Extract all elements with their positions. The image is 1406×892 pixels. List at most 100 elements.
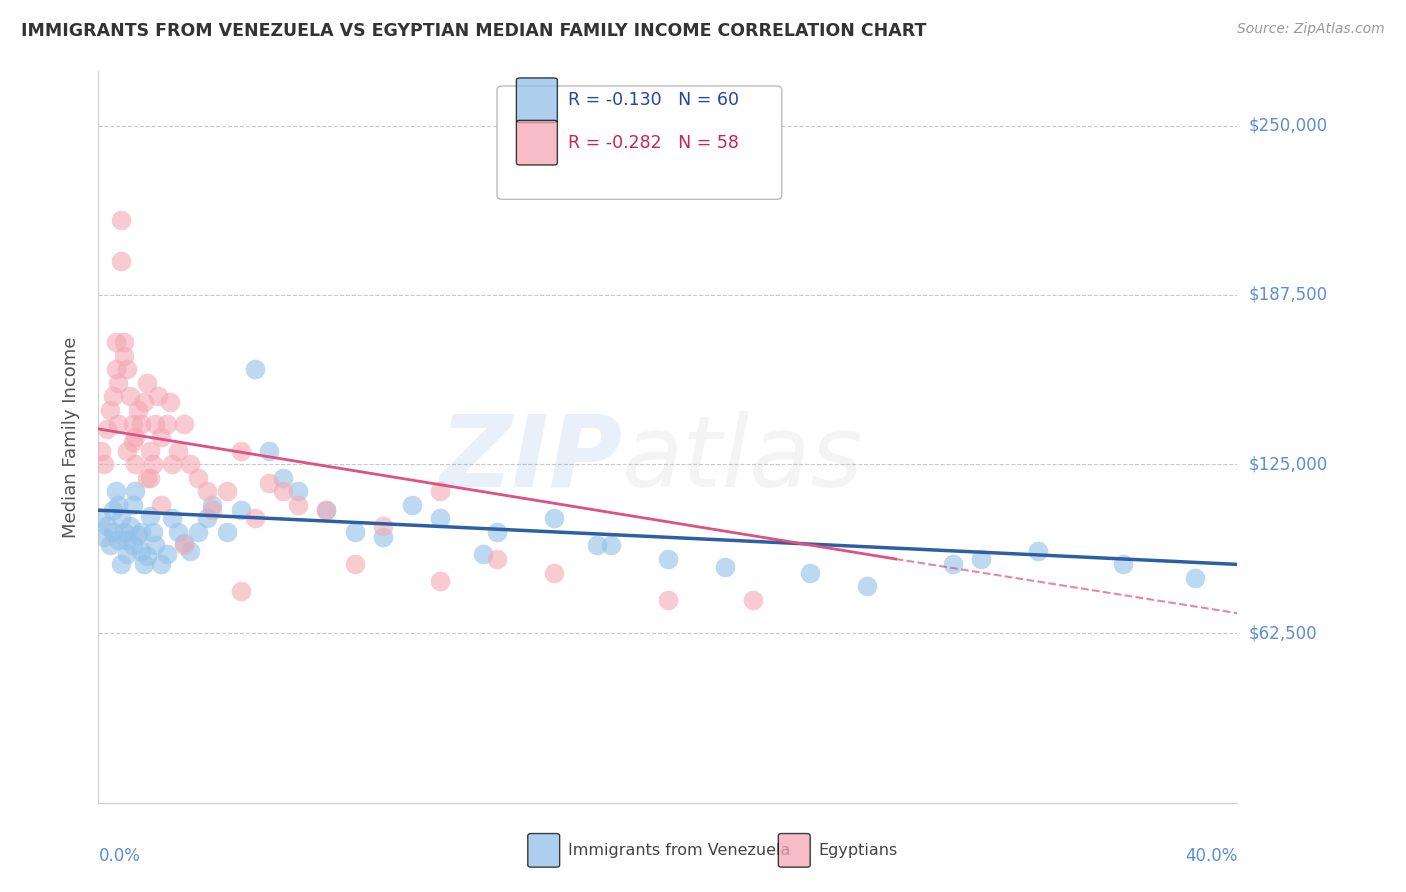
Point bbox=[138, 471, 160, 485]
Point bbox=[187, 471, 209, 485]
Point bbox=[429, 574, 451, 588]
Point bbox=[585, 538, 607, 552]
Point bbox=[343, 524, 366, 539]
Point bbox=[167, 443, 190, 458]
Point bbox=[942, 558, 965, 572]
Point bbox=[104, 362, 127, 376]
Point bbox=[373, 530, 395, 544]
Point bbox=[162, 457, 184, 471]
Point bbox=[343, 558, 366, 572]
Text: $250,000: $250,000 bbox=[1249, 117, 1327, 135]
Point bbox=[115, 533, 138, 547]
Point bbox=[657, 552, 679, 566]
Point bbox=[401, 498, 423, 512]
Text: Source: ZipAtlas.com: Source: ZipAtlas.com bbox=[1237, 22, 1385, 37]
Point bbox=[243, 511, 266, 525]
Point bbox=[124, 457, 146, 471]
Point bbox=[112, 335, 135, 350]
Point bbox=[215, 524, 238, 539]
Point bbox=[167, 524, 190, 539]
Point bbox=[742, 592, 765, 607]
Point bbox=[132, 395, 155, 409]
Point bbox=[121, 538, 143, 552]
Point bbox=[159, 395, 181, 409]
Point bbox=[150, 498, 173, 512]
FancyBboxPatch shape bbox=[527, 833, 560, 867]
Point bbox=[110, 254, 132, 268]
Point bbox=[195, 484, 218, 499]
Text: $187,500: $187,500 bbox=[1249, 285, 1327, 304]
Point bbox=[657, 592, 679, 607]
Point bbox=[135, 471, 157, 485]
Point bbox=[543, 511, 565, 525]
Point bbox=[145, 417, 167, 431]
Text: 40.0%: 40.0% bbox=[1185, 847, 1237, 864]
Text: atlas: atlas bbox=[623, 410, 863, 508]
Point bbox=[259, 476, 281, 491]
Point bbox=[129, 417, 152, 431]
Point bbox=[148, 389, 170, 403]
Point bbox=[107, 533, 129, 547]
Point bbox=[259, 443, 281, 458]
Point bbox=[273, 484, 295, 499]
Point bbox=[243, 362, 266, 376]
Point bbox=[118, 519, 141, 533]
Point bbox=[173, 538, 195, 552]
Point bbox=[101, 503, 124, 517]
Point bbox=[543, 566, 565, 580]
Point bbox=[115, 547, 138, 561]
Point bbox=[127, 527, 149, 541]
Point bbox=[150, 558, 173, 572]
Point bbox=[135, 549, 157, 564]
Point bbox=[856, 579, 879, 593]
Point bbox=[179, 457, 201, 471]
Point bbox=[799, 566, 821, 580]
Point bbox=[107, 498, 129, 512]
Point bbox=[195, 511, 218, 525]
Point bbox=[141, 457, 163, 471]
Point bbox=[127, 403, 149, 417]
Point bbox=[179, 544, 201, 558]
Point bbox=[486, 524, 509, 539]
Point bbox=[110, 558, 132, 572]
Text: R = -0.130   N = 60: R = -0.130 N = 60 bbox=[568, 91, 738, 109]
Point bbox=[1026, 544, 1049, 558]
Point bbox=[90, 443, 112, 458]
Point bbox=[98, 403, 121, 417]
Point bbox=[107, 417, 129, 431]
Point bbox=[714, 560, 737, 574]
Point bbox=[201, 498, 224, 512]
Point bbox=[173, 417, 195, 431]
Text: $125,000: $125,000 bbox=[1249, 455, 1327, 473]
Point bbox=[145, 538, 167, 552]
Point bbox=[970, 552, 993, 566]
Point bbox=[156, 547, 179, 561]
Y-axis label: Median Family Income: Median Family Income bbox=[62, 336, 80, 538]
Point bbox=[115, 443, 138, 458]
Text: IMMIGRANTS FROM VENEZUELA VS EGYPTIAN MEDIAN FAMILY INCOME CORRELATION CHART: IMMIGRANTS FROM VENEZUELA VS EGYPTIAN ME… bbox=[21, 22, 927, 40]
Point bbox=[90, 511, 112, 525]
Point bbox=[93, 457, 115, 471]
Point bbox=[135, 376, 157, 390]
Point bbox=[1184, 571, 1206, 585]
Point bbox=[121, 417, 143, 431]
Point bbox=[229, 443, 252, 458]
Point bbox=[124, 430, 146, 444]
Point bbox=[110, 511, 132, 525]
Point bbox=[373, 519, 395, 533]
Point bbox=[112, 524, 135, 539]
Point bbox=[156, 417, 179, 431]
Point bbox=[104, 484, 127, 499]
FancyBboxPatch shape bbox=[498, 86, 782, 200]
Point bbox=[173, 535, 195, 549]
Point bbox=[138, 443, 160, 458]
Text: 0.0%: 0.0% bbox=[98, 847, 141, 864]
Point bbox=[471, 547, 494, 561]
Text: Immigrants from Venezuela: Immigrants from Venezuela bbox=[568, 843, 790, 858]
FancyBboxPatch shape bbox=[516, 78, 557, 122]
Point bbox=[287, 484, 309, 499]
Point bbox=[429, 484, 451, 499]
Point bbox=[600, 538, 623, 552]
Point bbox=[112, 349, 135, 363]
Point bbox=[98, 538, 121, 552]
